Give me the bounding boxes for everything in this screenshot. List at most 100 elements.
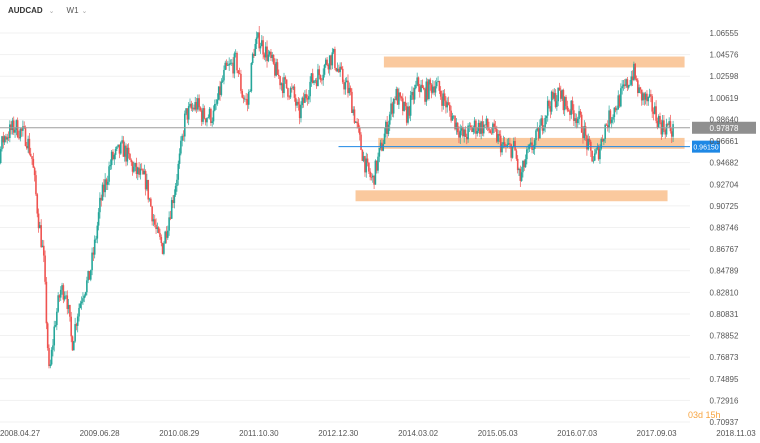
candle-body	[147, 179, 150, 200]
candle-body	[553, 93, 556, 99]
candle-body	[50, 349, 53, 365]
price-tick-label: 0.86767	[710, 245, 739, 254]
candle-body	[336, 68, 339, 72]
candle-body	[541, 118, 544, 131]
candle-body	[484, 124, 486, 126]
candle-body	[140, 168, 143, 170]
candle-body	[198, 98, 200, 108]
candle-body	[61, 285, 63, 290]
candle-body	[629, 84, 631, 86]
candle-body	[524, 159, 527, 168]
candle-body	[237, 70, 240, 74]
date-tick-label: 2011.10.30	[239, 429, 279, 438]
candle-body	[569, 110, 571, 115]
candle-body	[148, 198, 151, 200]
candle-body	[36, 194, 39, 214]
candle-body	[153, 219, 156, 225]
price-zone[interactable]	[355, 190, 668, 202]
symbol-selector[interactable]: AUDCAD ⌄	[8, 6, 55, 15]
timeframe-selector[interactable]: W1 ⌄	[67, 6, 88, 15]
candle-body	[413, 88, 416, 100]
level-price-badge	[692, 140, 720, 153]
candle-body	[230, 62, 233, 64]
candle-body	[150, 198, 152, 207]
candle-body	[108, 166, 110, 182]
candle-body	[317, 69, 319, 87]
price-zone[interactable]	[383, 56, 685, 68]
candle-body	[86, 280, 88, 293]
candle-body	[214, 104, 216, 111]
candle-body	[379, 142, 382, 149]
candle-body	[657, 116, 660, 128]
candle-body	[28, 138, 31, 154]
candle-body	[52, 345, 54, 350]
price-tick-label: 0.98640	[710, 115, 739, 124]
candle-body	[409, 95, 412, 116]
candle-body	[173, 194, 176, 204]
candle-body	[257, 32, 259, 38]
candle-body	[377, 156, 379, 171]
time-axis[interactable]: 2008.04.27 2009.06.28 2010.08.29 2011.10.30…	[0, 429, 756, 438]
candle-body	[84, 292, 87, 296]
candle-body	[502, 142, 505, 145]
candle-body	[520, 172, 523, 181]
candle-body	[558, 87, 561, 91]
candle-body	[428, 79, 430, 99]
candle-body	[400, 96, 403, 99]
candle-body	[168, 217, 170, 231]
candle-body	[374, 160, 377, 185]
candle-body	[152, 219, 155, 222]
candle-body	[275, 62, 277, 76]
candle-body	[66, 295, 69, 309]
price-axis[interactable]: 1.06555 1.04576 1.02598 1.00619 0.98640 0.966…	[710, 29, 739, 427]
candle-body	[646, 93, 648, 102]
candle-body	[445, 100, 447, 108]
candle-body	[255, 37, 258, 44]
candle-body	[156, 227, 159, 230]
candle-body	[73, 341, 75, 351]
candle-body	[146, 179, 148, 190]
candle-body	[139, 168, 142, 175]
candle-body	[467, 125, 469, 140]
candle-body	[135, 162, 138, 175]
candle-body	[631, 76, 634, 81]
candle-body	[357, 123, 360, 128]
candle-body	[242, 97, 245, 100]
date-tick-label: 2016.07.03	[557, 429, 598, 438]
candle-body	[370, 176, 373, 178]
candle-body	[450, 110, 452, 121]
candle-body	[326, 59, 328, 65]
candle-body	[454, 115, 456, 130]
candle-body	[126, 147, 129, 162]
candle-body	[552, 91, 554, 99]
candle-body	[532, 148, 535, 150]
date-tick-label: 2017.09.03	[637, 429, 678, 438]
candle-body	[123, 145, 126, 157]
candle-body	[358, 127, 361, 135]
candle-body	[224, 62, 227, 70]
candle-body	[48, 348, 50, 367]
candle-body	[101, 184, 104, 201]
candle-body	[650, 94, 652, 97]
candle-body	[549, 106, 552, 112]
candle-body	[477, 122, 480, 132]
candle-body	[462, 127, 464, 137]
candle-body	[129, 153, 131, 160]
candle-body	[122, 140, 125, 157]
candle-body	[576, 118, 579, 123]
candle-body	[475, 120, 477, 134]
candle-body	[250, 63, 253, 92]
candle-body	[3, 136, 6, 143]
candle-body	[29, 153, 32, 157]
candle-body	[32, 158, 35, 168]
candle-body	[637, 80, 639, 94]
candle-body	[511, 146, 514, 158]
candle-body	[620, 88, 622, 107]
candle-body	[41, 245, 44, 248]
candle-body	[289, 88, 292, 98]
candle-body	[660, 122, 663, 135]
candle-body	[574, 118, 576, 121]
candle-body	[659, 116, 661, 123]
current-price-badge	[692, 121, 756, 134]
